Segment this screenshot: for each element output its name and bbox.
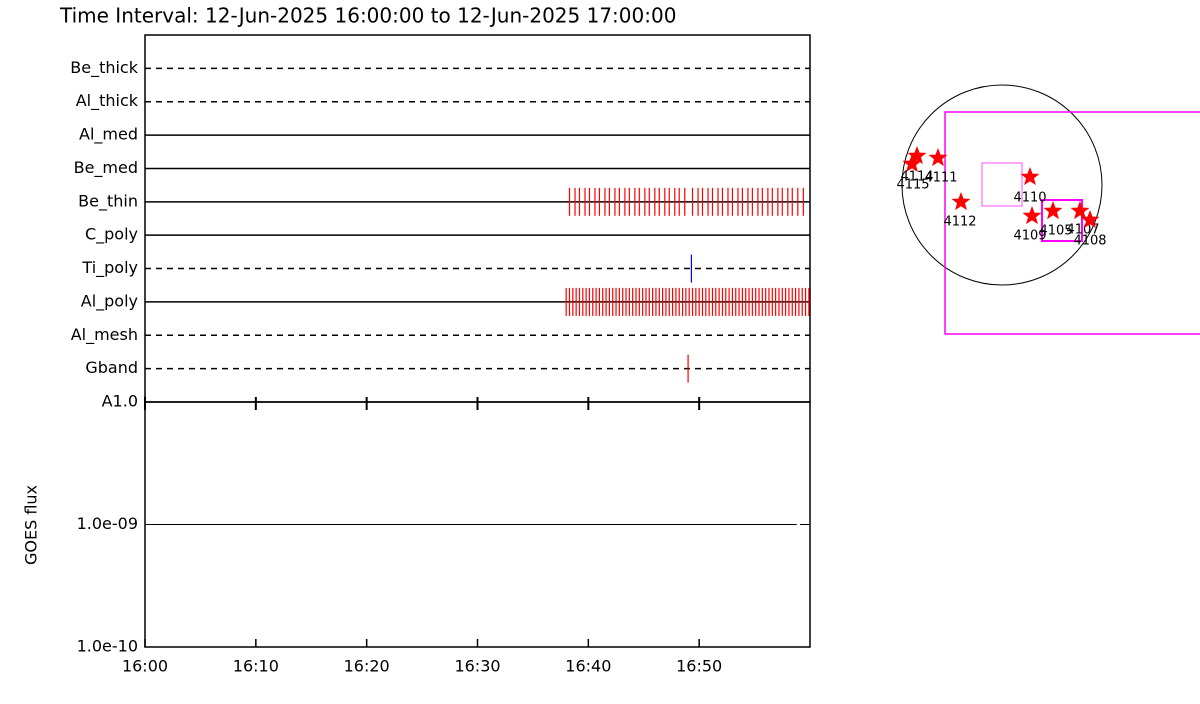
row-label: Al_thick	[76, 91, 139, 111]
x-tick-label: 16:50	[676, 657, 722, 676]
ar-label: 4110	[1013, 191, 1046, 206]
fov-box	[1041, 199, 1083, 242]
ar-label: 4109	[1013, 229, 1046, 244]
fov-box	[981, 162, 1023, 207]
fov-box	[944, 111, 1200, 335]
y-tick-label: 1.0e-10	[77, 637, 138, 656]
ar-star	[1070, 201, 1090, 220]
row-label: Be_thin	[78, 191, 138, 211]
y-tick-label: 1.0e-09	[77, 514, 138, 533]
row-label: Gband	[85, 358, 138, 377]
x-tick-label: 16:20	[344, 657, 390, 676]
ar-label: 4115	[896, 178, 929, 193]
ar-label: 4105	[1039, 224, 1072, 239]
row-label: Al_poly	[81, 291, 138, 311]
ar-label: 4112	[943, 215, 976, 230]
row-label: Al_mesh	[71, 325, 138, 345]
y-axis-label: GOES flux	[22, 485, 41, 565]
row-label: Be_med	[74, 158, 138, 178]
ar-star	[1022, 206, 1042, 225]
x-tick-label: 16:10	[233, 657, 279, 676]
row-label: Be_thick	[70, 58, 138, 78]
ar-label: 4111	[924, 171, 957, 186]
ar-star	[1020, 167, 1040, 186]
x-tick-label: 16:40	[565, 657, 611, 676]
ar-label: 4107	[1066, 223, 1099, 238]
timeline-frame	[144, 34, 811, 403]
title: Time Interval: 12-Jun-2025 16:00:00 to 1…	[59, 4, 676, 28]
x-tick-label: 16:00	[122, 657, 168, 676]
row-label: Al_med	[79, 125, 138, 145]
ar-star	[1080, 210, 1100, 229]
y-tick-label: A1.0	[102, 392, 138, 411]
solar-disk	[901, 84, 1103, 286]
ar-star	[928, 148, 948, 167]
row-label: Ti_poly	[81, 258, 138, 278]
x-tick-label: 16:30	[454, 657, 500, 676]
ar-label: 4108	[1073, 234, 1106, 249]
ar-star	[907, 146, 927, 165]
ar-label: 4114	[900, 170, 933, 185]
ar-star	[951, 192, 971, 211]
ar-star	[1043, 201, 1063, 220]
row-label: C_poly	[85, 225, 138, 245]
